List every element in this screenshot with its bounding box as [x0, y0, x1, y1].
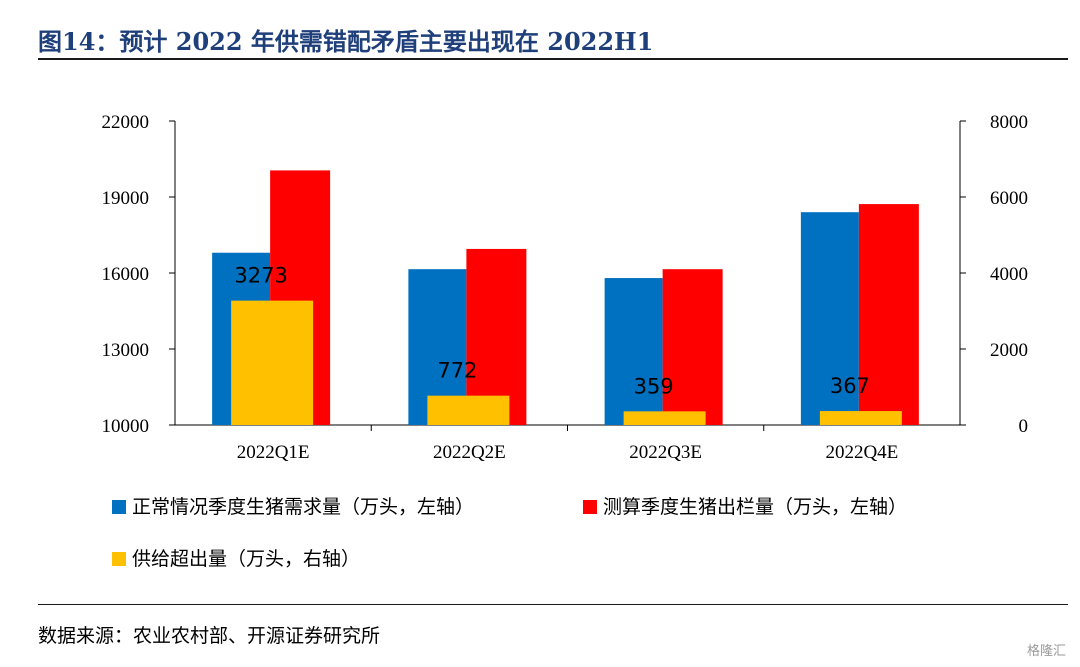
dual-axis-bar-chart: 10000 13000 16000 19000 22000 0 2000 4000 6000 80… — [102, 112, 1029, 570]
category-label: 2022Q3E — [629, 442, 702, 463]
left-tick-label: 13000 — [102, 340, 150, 361]
bar-surplus — [819, 411, 902, 425]
bar-surplus — [231, 300, 314, 425]
left-tick-label: 19000 — [102, 188, 150, 209]
left-tick-label: 16000 — [102, 264, 150, 285]
watermark: 格隆汇 — [1026, 644, 1066, 659]
right-tick-label: 2000 — [990, 340, 1028, 361]
category-label: 2022Q1E — [237, 442, 310, 463]
bar-surplus — [427, 395, 510, 425]
source-divider — [38, 604, 1068, 605]
bar-demand — [604, 278, 663, 425]
category-label: 2022Q2E — [433, 442, 506, 463]
surplus-data-label: 359 — [634, 374, 674, 398]
legend-swatch — [583, 500, 597, 514]
chart-axes: 10000 13000 16000 19000 22000 0 2000 4000 6000 80… — [102, 112, 1029, 463]
surplus-data-label: 367 — [830, 374, 870, 398]
bar-surplus — [623, 411, 706, 425]
chart-bars — [212, 170, 919, 425]
right-tick-label: 8000 — [990, 112, 1028, 133]
legend-label: 供给超出量（万头，右轴） — [132, 548, 360, 570]
category-label: 2022Q4E — [825, 442, 898, 463]
right-tick-label: 4000 — [990, 264, 1028, 285]
surplus-data-label: 3273 — [234, 264, 287, 288]
chart-legend: 正常情况季度生猪需求量（万头，左轴） 测算季度生猪出栏量（万头，左轴） 供给超出量（… — [112, 496, 907, 570]
legend-swatch — [112, 500, 126, 514]
bar-demand — [800, 212, 859, 425]
bar-output — [466, 248, 527, 425]
left-tick-label: 22000 — [102, 112, 150, 133]
chart-data-labels: 3273 772 359 367 — [234, 264, 870, 399]
legend-swatch — [112, 552, 126, 566]
source-note: 数据来源：农业农村部、开源证券研究所 — [38, 625, 381, 647]
bar-output — [858, 204, 919, 425]
right-tick-label: 6000 — [990, 188, 1028, 209]
legend-label: 测算季度生猪出栏量（万头，左轴） — [603, 496, 907, 518]
left-tick-label: 10000 — [102, 416, 150, 437]
right-tick-label: 0 — [1019, 416, 1029, 437]
title-divider — [38, 58, 1068, 60]
chart-title: 图14：预计 2022 年供需错配矛盾主要出现在 2022H1 — [38, 27, 654, 56]
bar-output — [662, 269, 723, 425]
surplus-data-label: 772 — [437, 359, 477, 383]
legend-label: 正常情况季度生猪需求量（万头，左轴） — [132, 496, 474, 518]
